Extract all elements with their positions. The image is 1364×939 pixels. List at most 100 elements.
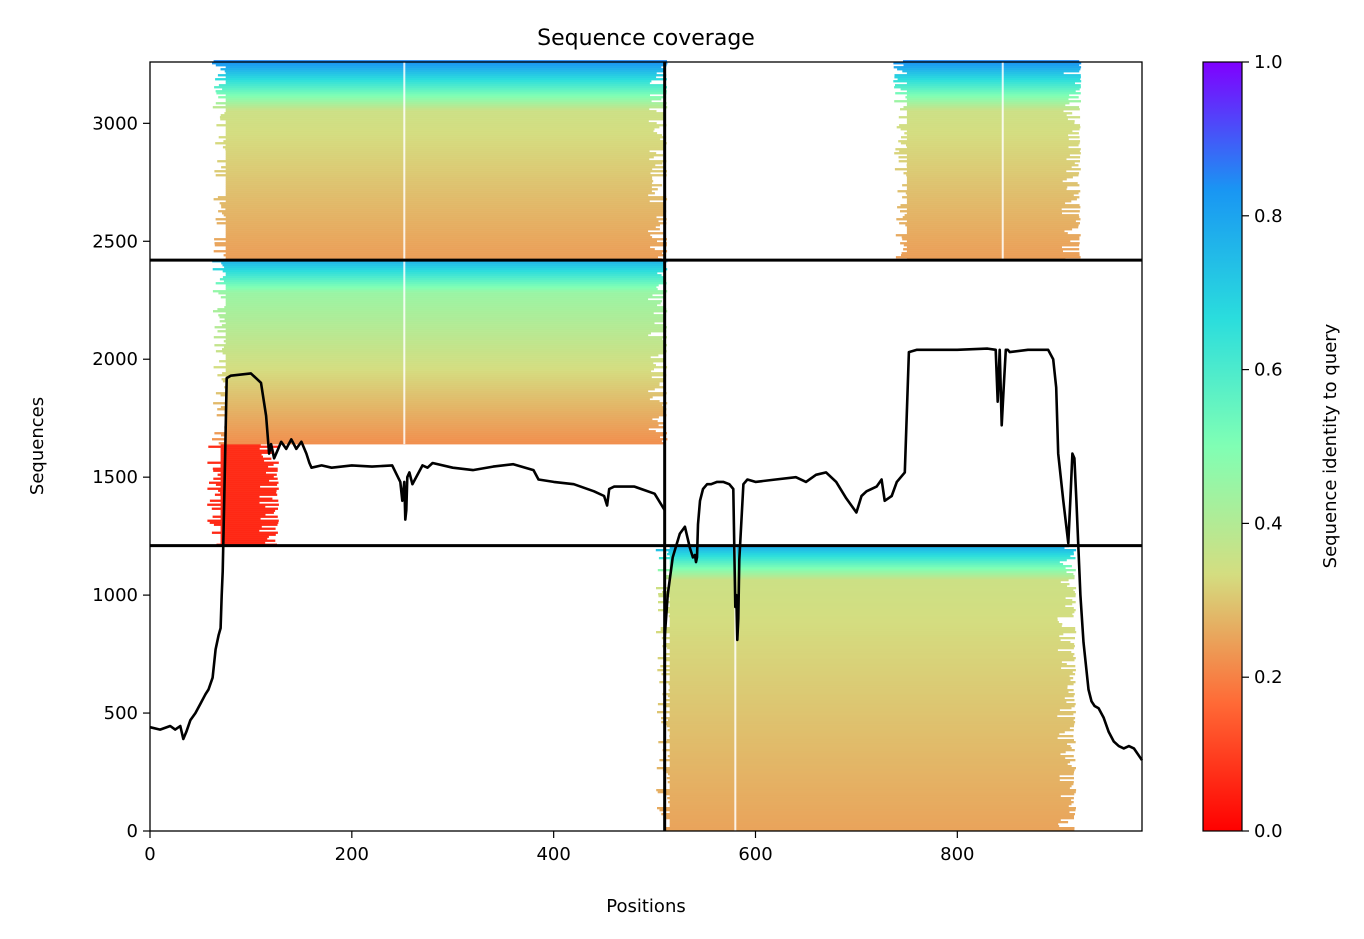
heat-row	[220, 527, 276, 530]
heat-row	[225, 418, 653, 421]
heat-row	[220, 495, 260, 498]
heat-row	[669, 619, 1058, 622]
heat-row	[225, 368, 654, 371]
heat-row	[900, 210, 1080, 213]
heat-row	[662, 693, 1075, 696]
heat-row	[220, 471, 266, 474]
heat-row	[220, 501, 260, 504]
heat-row	[901, 136, 1080, 139]
heat-row	[669, 803, 1072, 806]
heat-row	[669, 571, 1067, 574]
heat-row	[224, 318, 665, 321]
colorbar	[1202, 61, 1243, 832]
heat-row	[669, 685, 1068, 688]
heat-row	[224, 306, 665, 309]
heat-row	[906, 118, 1068, 121]
heat-row	[656, 587, 1077, 590]
y-axis-ticks: 0 500 1000 1500 2000 2500 3000	[92, 113, 150, 842]
heat-row	[225, 428, 649, 431]
heat-row	[668, 551, 1074, 554]
heat-row	[669, 745, 1071, 748]
heat-row	[669, 679, 1071, 682]
heat-row	[904, 214, 1079, 217]
heat-row	[225, 354, 659, 357]
heat-row	[225, 248, 655, 251]
heat-row	[207, 487, 279, 490]
heat-row	[669, 565, 1072, 568]
heat-row	[667, 695, 1074, 698]
heat-row	[669, 559, 1067, 562]
heat-row	[906, 212, 1062, 215]
heat-row	[903, 172, 1080, 175]
heat-row	[215, 142, 667, 145]
x-axis-ticks: 0 200 400 600 800	[144, 831, 975, 865]
heat-row	[213, 469, 278, 472]
heat-row	[207, 503, 279, 506]
heat-row	[225, 332, 651, 335]
heat-row	[216, 222, 667, 225]
heat-row	[669, 639, 1061, 642]
heat-row	[225, 416, 659, 419]
heat-row	[215, 282, 667, 285]
heat-row	[661, 717, 1076, 720]
heat-row	[220, 505, 266, 508]
heat-row	[895, 148, 1081, 151]
heat-row	[657, 569, 1076, 572]
heat-row	[669, 821, 1069, 824]
heat-row	[895, 234, 1081, 237]
heat-row	[215, 78, 667, 81]
heat-row	[906, 226, 1079, 229]
heat-row	[906, 246, 1062, 249]
heat-row	[900, 128, 1080, 131]
heat-row	[214, 493, 278, 496]
heat-row	[664, 699, 1075, 702]
heat-row	[906, 94, 1070, 97]
heat-block	[893, 60, 1082, 261]
heat-row	[669, 623, 1063, 626]
heat-row	[225, 256, 658, 259]
heat-row	[669, 795, 1061, 798]
heat-row	[663, 705, 1075, 708]
heat-row	[224, 112, 665, 115]
heat-row	[669, 805, 1069, 808]
heat-row	[902, 238, 1080, 241]
heat-row	[225, 158, 650, 161]
heat-row	[220, 455, 263, 458]
heat-row	[900, 142, 1080, 145]
heat-row	[222, 276, 666, 279]
heat-row	[898, 156, 1081, 159]
heat-block	[212, 260, 668, 445]
heat-row	[220, 68, 666, 71]
heat-row	[906, 110, 1064, 113]
heat-row	[223, 254, 666, 257]
heat-row	[224, 70, 665, 73]
heat-row	[662, 769, 1075, 772]
heat-row	[224, 410, 665, 413]
heat-row	[220, 118, 666, 121]
heat-row	[212, 268, 668, 271]
heat-row	[214, 344, 667, 347]
coverage-lines	[149, 347, 1144, 761]
heat-row	[669, 765, 1072, 768]
heat-row	[220, 479, 270, 482]
heat-row	[225, 334, 649, 337]
heat-row	[900, 108, 1080, 111]
heat-row	[225, 284, 659, 287]
heat-row	[214, 242, 667, 245]
heat-row	[221, 262, 666, 265]
colorbar-label: Sequence identity to query	[1320, 323, 1341, 568]
coverage-line	[663, 347, 1144, 761]
heat-row	[225, 232, 664, 235]
heat-row	[225, 98, 662, 101]
heat-row	[207, 519, 279, 522]
heat-row	[660, 629, 1076, 632]
heat-row	[665, 643, 1075, 646]
heat-row	[225, 322, 655, 325]
heat-row	[220, 296, 666, 299]
heat-row	[893, 66, 1082, 69]
heat-row	[656, 631, 1077, 634]
colorbar-tick: 0.2	[1242, 667, 1283, 688]
heat-row	[664, 659, 1075, 662]
heat-row	[218, 84, 667, 87]
heat-row	[660, 627, 1076, 630]
